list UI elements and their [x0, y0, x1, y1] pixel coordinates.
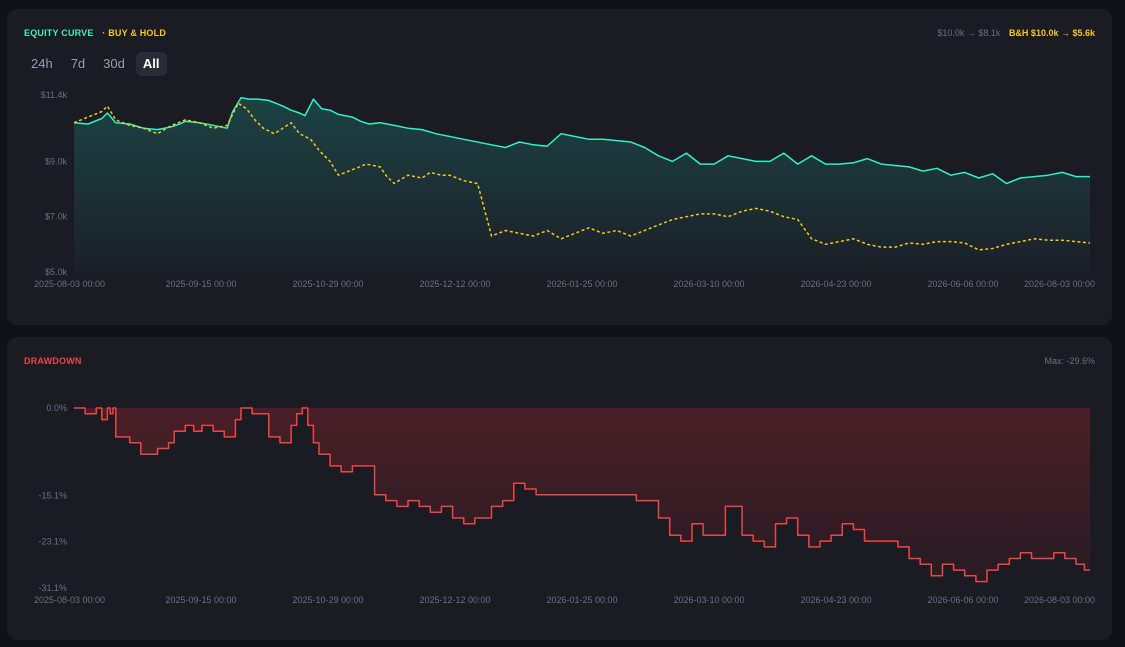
- drawdown-max: Max: -29.6%: [1044, 356, 1095, 366]
- x-tick-label: 2026-06-06 00:00: [927, 279, 998, 289]
- tab-24h[interactable]: 24h: [31, 56, 53, 71]
- y-tick-label: -31.1%: [38, 583, 67, 593]
- x-tick-label: 2025-09-15 00:00: [165, 279, 236, 289]
- y-tick-label: $9.0k: [45, 156, 68, 166]
- equity-summary: $10.0k → $8.1k: [937, 28, 1001, 38]
- series-line-0: [73, 97, 1090, 185]
- tab-30d[interactable]: 30d: [103, 56, 125, 71]
- x-tick-label: 2025-10-29 00:00: [292, 595, 363, 605]
- y-tick-label: $7.0k: [45, 212, 68, 222]
- x-tick-label: 2025-12-12 00:00: [419, 595, 490, 605]
- y-tick-label: 0.0%: [46, 403, 67, 413]
- x-tick-label: 2026-06-06 00:00: [927, 595, 998, 605]
- y-tick-label: -15.1%: [38, 490, 67, 500]
- x-tick-label: 2026-03-10 00:00: [673, 279, 744, 289]
- buy-hold-summary: B&H $10.0k → $5.6k: [1008, 28, 1095, 38]
- x-tick-label: 2025-12-12 00:00: [419, 279, 490, 289]
- series-line-1: [73, 102, 1091, 251]
- x-tick-label: 2026-03-10 00:00: [673, 595, 744, 605]
- x-tick-label: 2026-04-23 00:00: [800, 279, 871, 289]
- buy-hold-title: · BUY & HOLD: [102, 28, 167, 38]
- y-tick-label: $11.4k: [41, 90, 68, 100]
- equity-chart: $11.4k $9.0k $7.0k $5.0k 2025-08-03 00:00 202…: [34, 90, 1095, 289]
- y-tick-label: -23.1%: [38, 537, 67, 547]
- equity-summary-group: $10.0k → $8.1k B&H $10.0k → $5.6k: [937, 28, 1095, 38]
- drawdown-title: DRAWDOWN: [24, 356, 82, 366]
- x-tick-label: 2026-01-25 00:00: [546, 279, 617, 289]
- tab-7d[interactable]: 7d: [70, 56, 86, 71]
- equity-curve-title: EQUITY CURVE: [24, 28, 94, 38]
- series-line-0: [74, 407, 1090, 583]
- x-tick-label: 2025-10-29 00:00: [292, 279, 363, 289]
- x-tick-label: 2025-08-03 00:00: [34, 279, 105, 289]
- x-tick-label: 2026-08-03 00:00: [1024, 279, 1095, 289]
- x-tick-label: 2025-08-03 00:00: [34, 595, 105, 605]
- x-tick-label: 2026-04-23 00:00: [800, 595, 871, 605]
- drawdown-chart: 0.0% -15.1% -23.1% -31.1% 2025-08-03 00:00 20…: [34, 403, 1095, 605]
- series-area-0: [74, 97, 1090, 272]
- y-tick-label: $5.0k: [45, 267, 68, 277]
- x-tick-label: 2026-01-25 00:00: [546, 595, 617, 605]
- time-range-tabs: 24h 7d 30d All: [24, 52, 167, 76]
- equity-title-group: EQUITY CURVE · BUY & HOLD: [24, 28, 166, 38]
- tab-all[interactable]: All: [135, 52, 167, 76]
- x-tick-label: 2025-09-15 00:00: [165, 595, 236, 605]
- x-tick-label: 2026-08-03 00:00: [1024, 595, 1095, 605]
